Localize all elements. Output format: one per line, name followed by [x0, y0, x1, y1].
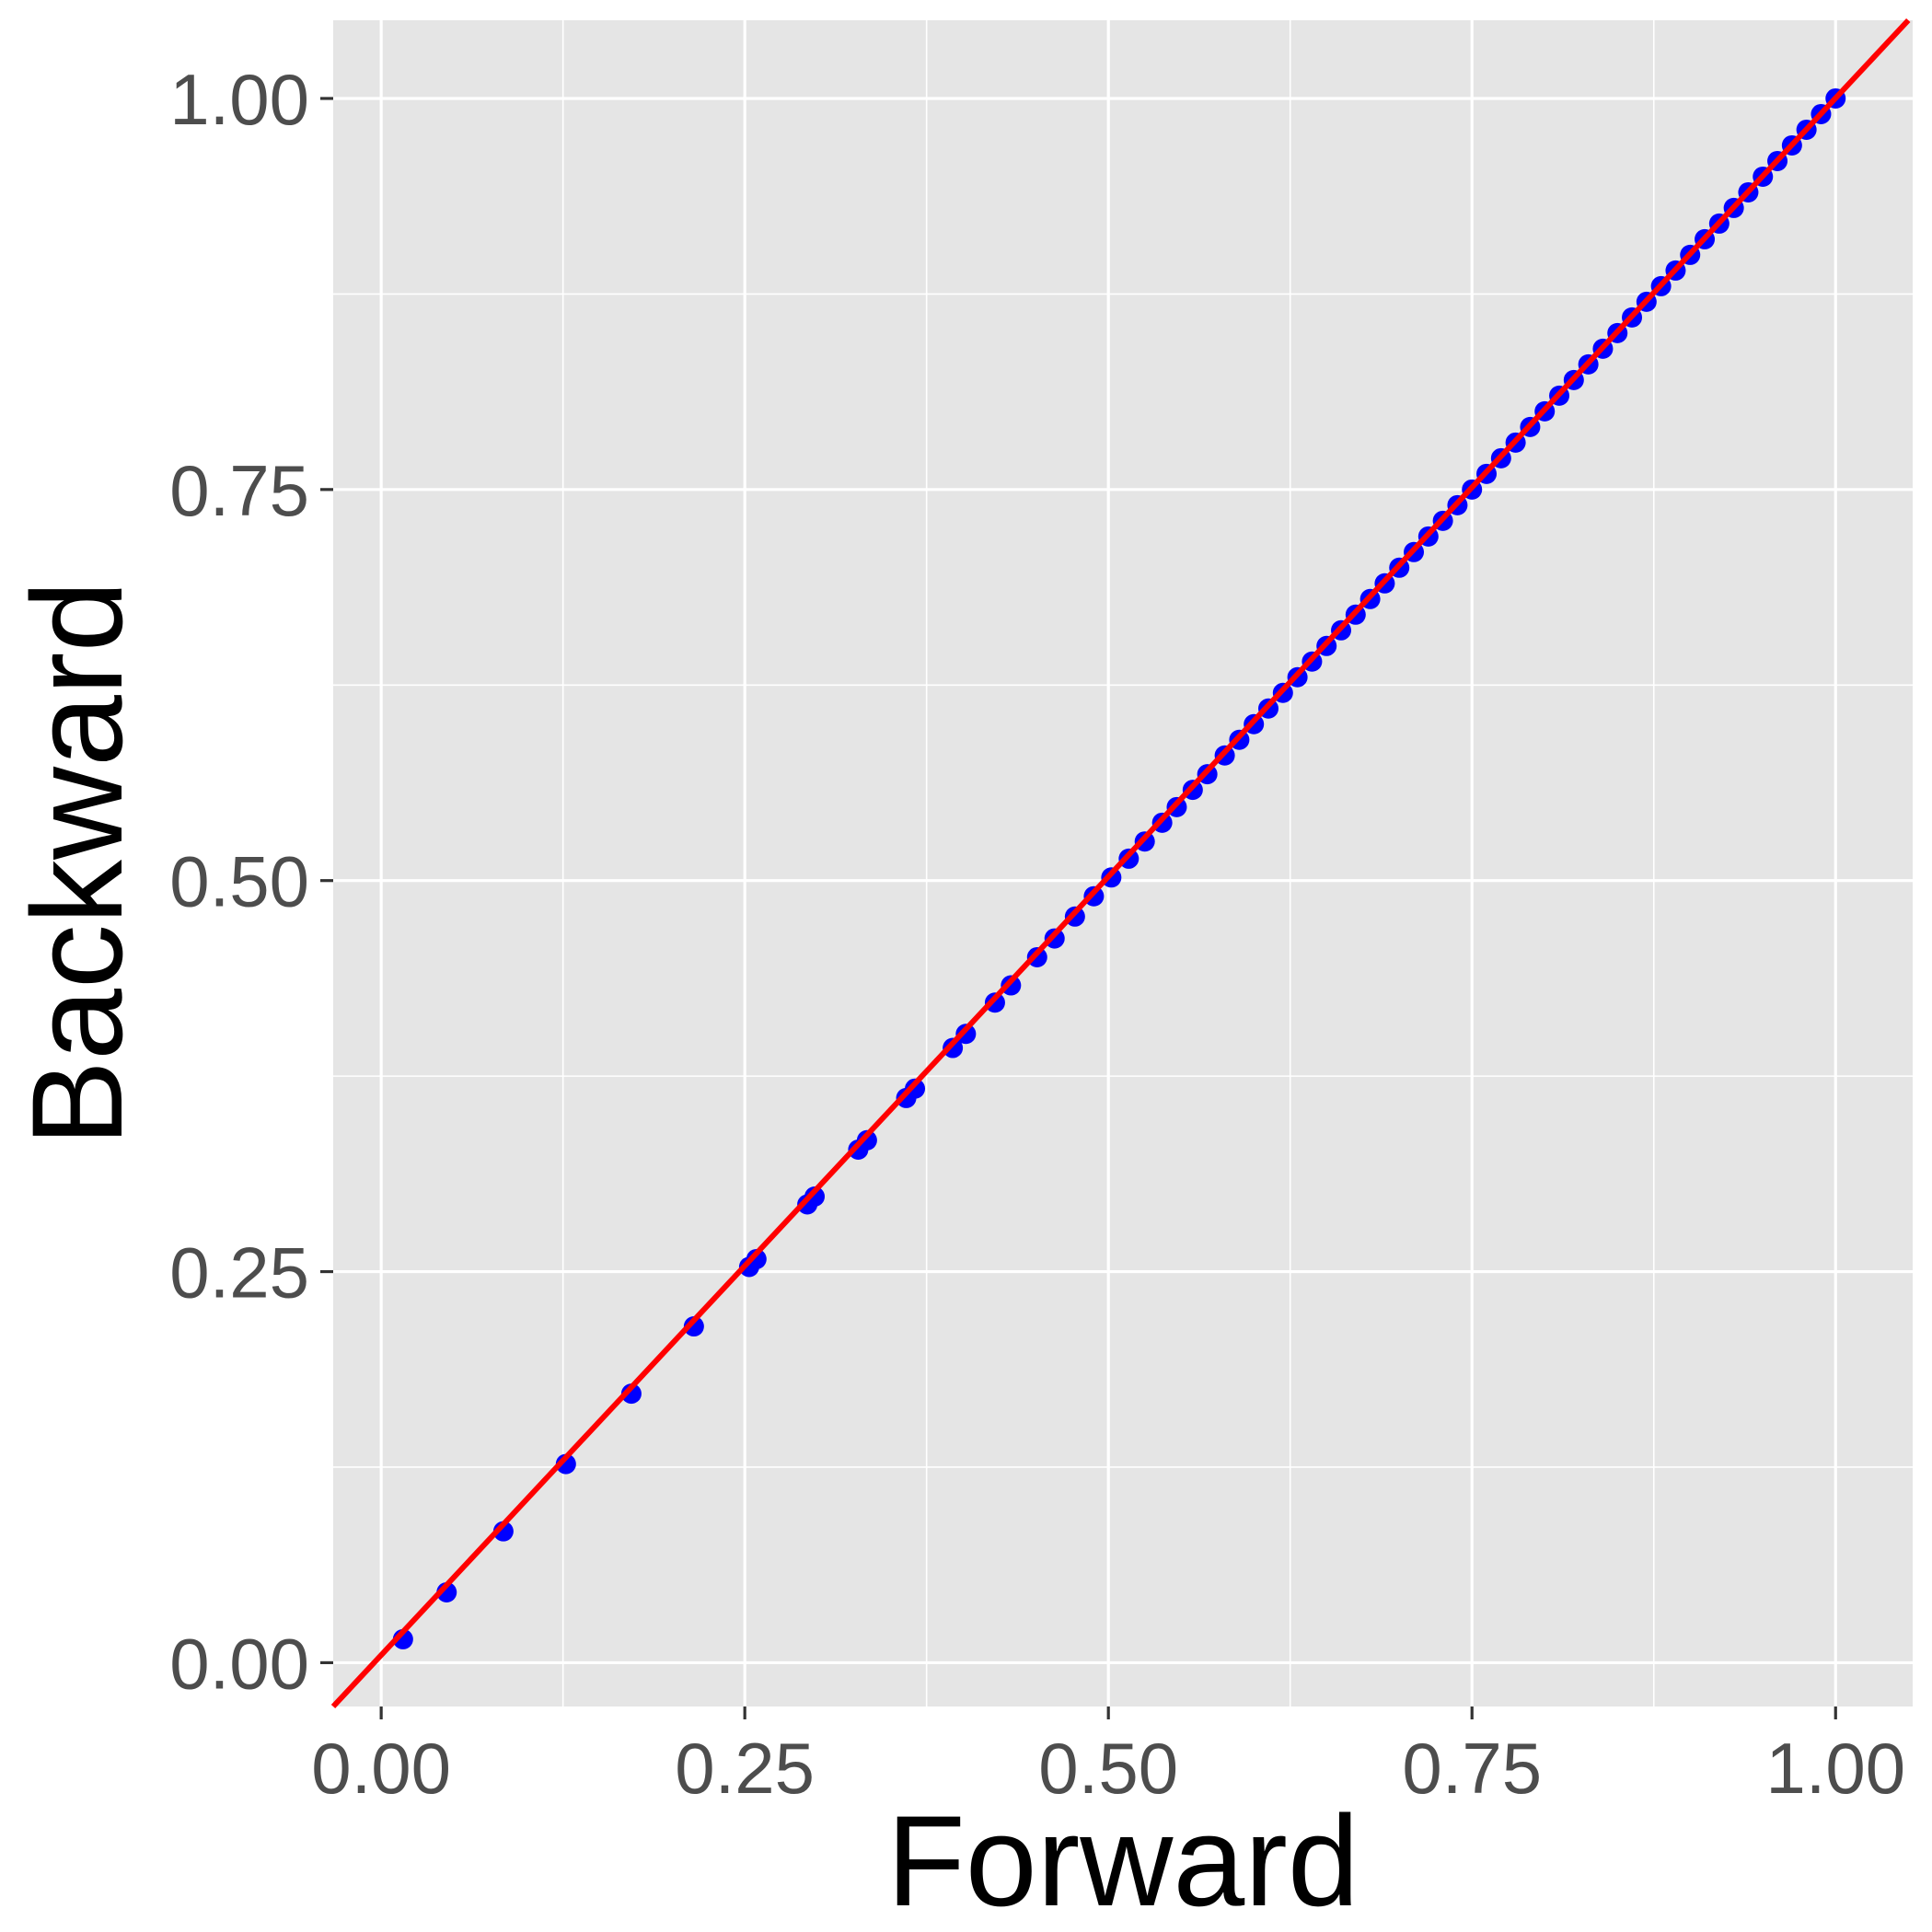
y-tick-label: 0.25	[169, 1232, 309, 1313]
data-point	[905, 1078, 926, 1099]
x-tick-label: 1.00	[1765, 1728, 1905, 1809]
data-point	[804, 1186, 826, 1207]
data-point	[856, 1129, 877, 1151]
identity-reference-line	[330, 17, 1911, 1709]
y-tick-label: 0.75	[169, 450, 309, 531]
y-tick-label: 1.00	[169, 59, 309, 140]
major-gridlines	[333, 20, 1913, 1706]
x-tick-label: 0.50	[1038, 1728, 1178, 1809]
data-point	[984, 992, 1005, 1013]
data-point	[943, 1037, 964, 1059]
data-point	[620, 1383, 642, 1405]
x-axis-title: Forward	[886, 1788, 1359, 1932]
y-tick-label: 0.00	[169, 1623, 309, 1704]
data-point	[683, 1316, 704, 1337]
data-point	[1001, 975, 1022, 996]
x-tick-label: 0.75	[1402, 1728, 1542, 1809]
x-tick-label: 0.00	[311, 1728, 451, 1809]
data-point	[955, 1024, 977, 1045]
data-point	[746, 1248, 767, 1269]
y-axis-title: Backward	[5, 581, 149, 1147]
x-axis-ticks: 0.00 0.25 0.50 0.75 1.00	[311, 1706, 1905, 1809]
x-tick-label: 0.25	[675, 1728, 815, 1809]
y-axis-ticks: 0.00 0.25 0.50 0.75 1.00	[169, 59, 333, 1704]
y-tick-label: 0.50	[169, 841, 309, 922]
